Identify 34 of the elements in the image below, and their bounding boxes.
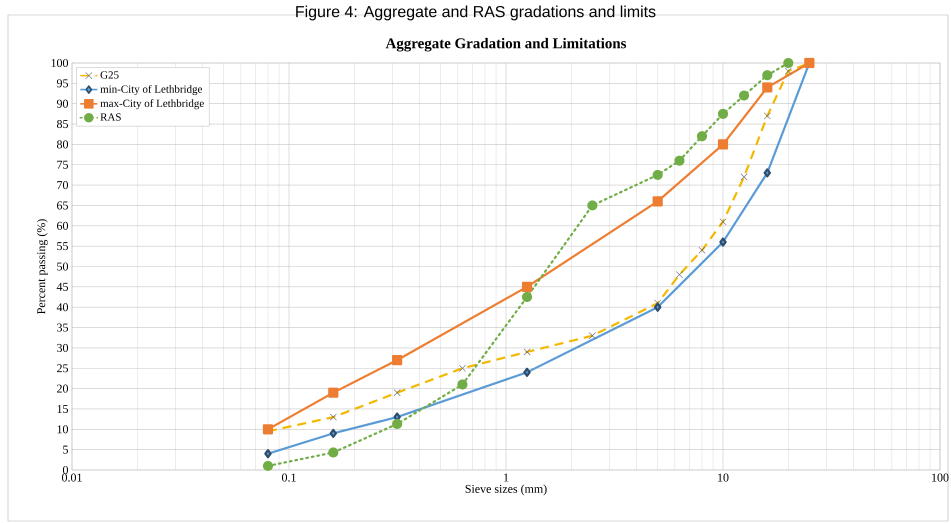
y-tick-label: 60 bbox=[57, 222, 68, 230]
legend-label: RAS bbox=[100, 113, 121, 121]
y-tick-label: 10 bbox=[58, 425, 68, 434]
y-tick-label: 0 bbox=[62, 466, 68, 474]
y-tick-label: 75 bbox=[57, 160, 68, 169]
x-tick-label: 100 bbox=[932, 474, 949, 482]
legend-label: G25 bbox=[100, 71, 119, 79]
y-tick-label: 30 bbox=[57, 344, 68, 352]
y-tick-label: 65 bbox=[57, 201, 68, 210]
y-tick-label: 85 bbox=[56, 120, 68, 128]
y-tick-label: 45 bbox=[56, 282, 68, 291]
chart-title: Aggregate Gradation and Limitations bbox=[386, 38, 626, 52]
y-tick-label: 55 bbox=[57, 242, 68, 250]
y-tick-label: 100 bbox=[52, 58, 68, 68]
y-axis-title: Percent passing (%) bbox=[36, 219, 48, 314]
x-tick-label: 0.01 bbox=[62, 474, 82, 482]
x-tick-label: 1 bbox=[504, 474, 508, 482]
y-tick-label: 15 bbox=[58, 404, 68, 413]
legend-label: min-City of Lethbridge bbox=[100, 84, 202, 96]
x-tick-label: 10 bbox=[718, 474, 729, 482]
y-tick-label: 50 bbox=[57, 262, 68, 271]
legend-label: max-City of Lethbridge bbox=[100, 99, 204, 110]
y-tick-label: 70 bbox=[57, 181, 68, 190]
x-axis-title: Sieve sizes (mm) bbox=[466, 484, 547, 496]
y-tick-label: 40 bbox=[56, 303, 68, 312]
x-tick-label: 0.1 bbox=[282, 474, 296, 482]
y-tick-label: 20 bbox=[57, 384, 68, 393]
y-tick-label: 5 bbox=[63, 446, 68, 454]
y-tick-label: 80 bbox=[56, 140, 68, 148]
y-tick-label: 90 bbox=[56, 100, 68, 108]
caption: Figure 4: Aggregate and RAS gradations and limits bbox=[296, 6, 656, 20]
y-tick-label: 35 bbox=[57, 324, 68, 332]
y-tick-label: 25 bbox=[57, 364, 68, 372]
y-tick-label: 95 bbox=[56, 79, 68, 88]
